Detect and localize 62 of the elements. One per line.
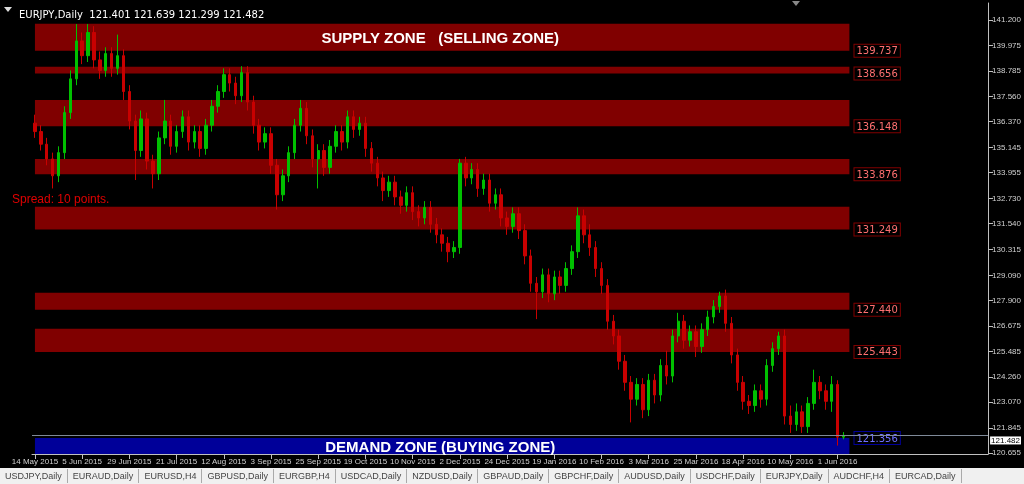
- x-tick-label: 2 Dec 2015: [439, 456, 481, 466]
- y-tick-label: 127.900: [992, 295, 1022, 305]
- text: EURJPY,Daily 121.401 121.639 121.299 121.482: [19, 8, 265, 20]
- x-tick-label: 3 Sep 2015: [250, 456, 293, 466]
- text: EURAUD,Daily: [67, 469, 140, 483]
- x-tick-label: 19 Oct 2015: [343, 456, 388, 466]
- annotation: SUPPLY ZONE (SELLING ZONE): [321, 28, 560, 46]
- x-tick-label: 18 Apr 2016: [721, 456, 766, 466]
- text: AUDUSD,Daily: [619, 469, 691, 483]
- text: EURCAD,Daily: [890, 469, 962, 483]
- band-label: 133.876: [856, 168, 898, 180]
- text: USDCAD,Daily: [335, 469, 408, 483]
- text: USDJPY,Daily: [0, 469, 68, 483]
- x-tick-label: 10 May 2016: [767, 456, 815, 466]
- y-tick-label: 121.845: [992, 423, 1022, 433]
- text: EURGBP,H4: [273, 469, 336, 483]
- x-tick-label: 3 Mar 2016: [628, 456, 670, 466]
- y-tick-label: 141.200: [992, 15, 1022, 25]
- ref-line-label: 121.482: [991, 435, 1021, 445]
- text: NZDUSD,Daily: [407, 469, 479, 483]
- y-tick-label: 126.675: [992, 321, 1022, 331]
- text: GBPUSD,Daily: [202, 469, 274, 483]
- x-tick-label: 10 Nov 2015: [389, 456, 436, 466]
- band-label: 127.440: [856, 304, 898, 316]
- y-tick-label: 137.560: [992, 92, 1022, 102]
- x-tick-label: 24 Dec 2015: [484, 456, 531, 466]
- y-tick-label: 120.655: [992, 448, 1022, 458]
- text: EURUSD,H4: [139, 469, 203, 483]
- x-tick-label: 29 Jun 2015: [107, 456, 152, 466]
- y-tick-label: 133.955: [992, 168, 1022, 178]
- band-label: 125.443: [856, 346, 898, 358]
- band-label: 136.148: [856, 120, 898, 132]
- x-tick-label: 19 Jan 2016: [532, 456, 577, 466]
- x-tick-label: 25 Mar 2016: [673, 456, 719, 466]
- y-tick-label: 124.260: [992, 372, 1022, 382]
- band-label: 139.737: [856, 45, 898, 57]
- y-tick-label: 136.370: [992, 117, 1022, 127]
- y-tick-label: 123.070: [992, 397, 1022, 407]
- annotation: DEMAND ZONE (BUYING ZONE): [325, 437, 556, 455]
- band-label: 131.249: [856, 224, 898, 236]
- y-tick-label: 130.315: [992, 244, 1022, 254]
- x-tick-label: 25 Sep 2015: [295, 456, 342, 466]
- y-tick-label: 135.145: [992, 142, 1022, 152]
- text: GBPCHF,Daily: [549, 469, 620, 483]
- x-tick-label: 21 Jul 2015: [155, 456, 198, 466]
- x-tick-label: 14 May 2015: [11, 456, 59, 466]
- band-label: 138.656: [856, 67, 898, 79]
- text: GBPAUD,Daily: [478, 469, 550, 483]
- annotation: Spread: 10 points.: [12, 192, 110, 206]
- x-tick-label: 12 Aug 2015: [201, 456, 247, 466]
- x-tick-label: 1 Jun 2016: [817, 456, 858, 466]
- x-tick-label: 10 Feb 2016: [579, 456, 625, 466]
- y-tick-label: 131.540: [992, 218, 1022, 228]
- y-tick-label: 125.485: [992, 346, 1022, 356]
- text: EURJPY,Daily: [760, 469, 829, 483]
- y-tick-label: 138.785: [992, 66, 1022, 76]
- x-tick-label: 5 Jun 2015: [62, 456, 103, 466]
- y-tick-label: 132.730: [992, 193, 1022, 203]
- y-tick-label: 139.975: [992, 41, 1022, 51]
- text: AUDCHF,H4: [828, 469, 891, 483]
- text: USDCHF,Daily: [690, 469, 761, 483]
- y-tick-label: 129.090: [992, 270, 1022, 280]
